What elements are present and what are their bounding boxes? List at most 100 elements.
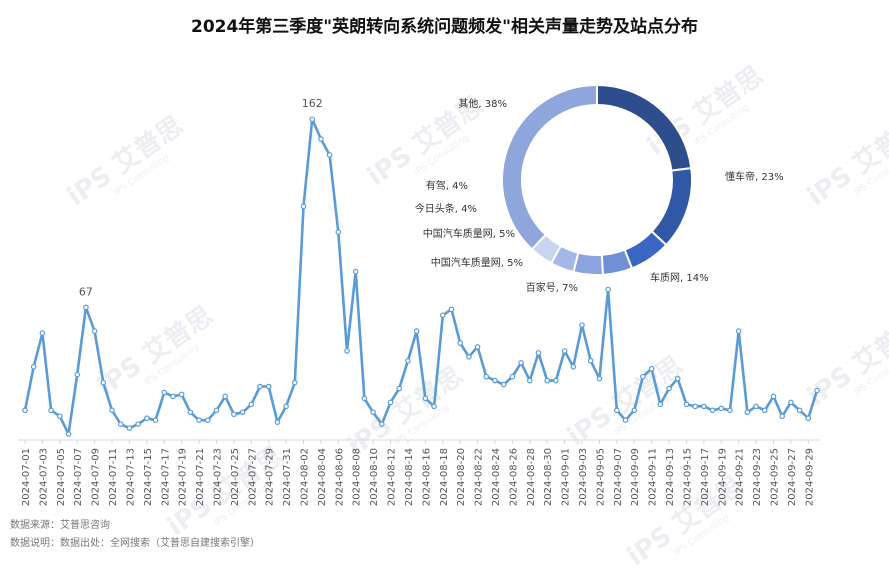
x-tick-label: 2024-09-21 bbox=[735, 448, 746, 506]
data-point bbox=[144, 415, 150, 422]
data-point bbox=[326, 152, 333, 158]
x-tick-label: 2024-07-29 bbox=[265, 448, 276, 506]
data-point bbox=[674, 375, 681, 382]
data-point bbox=[518, 359, 524, 366]
data-point bbox=[65, 431, 72, 437]
slice-label: 车质网, 14% bbox=[650, 271, 709, 284]
chart-canvas: 67 162 2024-07-01 2024-07-03 2024-07-05 2024-… bbox=[18, 83, 820, 506]
data-point bbox=[431, 403, 437, 410]
data-point bbox=[335, 229, 342, 235]
data-point bbox=[492, 377, 498, 384]
data-point bbox=[109, 407, 115, 414]
data-point bbox=[396, 385, 403, 392]
x-tick-label: 2024-08-18 bbox=[439, 448, 450, 506]
x-tick-label: 2024-09-27 bbox=[787, 448, 798, 506]
data-description-note: 数据说明：数据出处：全网搜索（艾普思自建搜索引擎） bbox=[10, 538, 260, 549]
x-tick-label: 2024-08-06 bbox=[334, 448, 345, 506]
data-point bbox=[796, 407, 803, 414]
x-tick-label: 2024-09-13 bbox=[665, 448, 676, 506]
x-tick-label: 2024-09-09 bbox=[630, 448, 641, 506]
data-point bbox=[692, 403, 698, 410]
x-tick-label: 2024-08-14 bbox=[404, 448, 415, 506]
x-tick-label: 2024-07-01 bbox=[21, 448, 32, 506]
x-tick-label: 2024-08-30 bbox=[543, 448, 554, 506]
x-tick-label: 2024-09-19 bbox=[717, 448, 728, 506]
line-chart: 67 162 2024-07-01 2024-07-03 2024-07-05 2024-… bbox=[18, 97, 820, 506]
data-point bbox=[526, 377, 533, 384]
x-tick-label: 2024-08-12 bbox=[387, 448, 398, 506]
data-point bbox=[117, 421, 124, 427]
x-tick-label: 2024-07-05 bbox=[56, 448, 67, 506]
data-point bbox=[605, 286, 611, 293]
x-tick-label: 2024-07-07 bbox=[73, 448, 84, 506]
data-point bbox=[413, 328, 420, 334]
data-point bbox=[300, 203, 307, 210]
data-point bbox=[178, 391, 185, 398]
data-point bbox=[561, 348, 568, 354]
slice-label: 中国汽车质量网, 5% bbox=[431, 256, 523, 269]
data-point bbox=[100, 379, 107, 386]
slice-label: 有驾, 4% bbox=[426, 179, 468, 192]
data-point bbox=[457, 340, 463, 346]
data-point bbox=[614, 407, 620, 414]
data-point bbox=[213, 407, 220, 414]
x-tick-label: 2024-08-16 bbox=[421, 448, 432, 506]
x-tick-label: 2024-08-04 bbox=[317, 448, 328, 506]
data-point bbox=[231, 411, 237, 418]
data-point bbox=[631, 407, 638, 414]
data-point bbox=[788, 399, 794, 406]
x-tick-label: 2024-08-26 bbox=[508, 448, 519, 506]
data-source-note: 数据来源：艾普思咨询 bbox=[10, 520, 110, 531]
data-point bbox=[640, 373, 646, 380]
x-tick-label: 2024-07-23 bbox=[212, 448, 223, 506]
data-point bbox=[587, 357, 594, 364]
data-point bbox=[666, 385, 672, 392]
data-point bbox=[344, 348, 350, 354]
x-tick-label: 2024-09-01 bbox=[561, 448, 572, 506]
data-point bbox=[466, 354, 472, 360]
data-point bbox=[135, 421, 141, 427]
x-tick-label: 2024-07-25 bbox=[230, 448, 241, 506]
data-point bbox=[239, 409, 246, 416]
data-point bbox=[735, 328, 742, 334]
data-point bbox=[439, 312, 446, 319]
data-point bbox=[292, 379, 298, 386]
data-point bbox=[579, 322, 585, 328]
slice-label: 其他, 38% bbox=[458, 97, 507, 110]
data-point bbox=[91, 328, 98, 334]
data-point bbox=[701, 403, 707, 410]
data-point bbox=[544, 377, 550, 384]
chart-title: 2024年第三季度"英朗转向系统问题频发"相关声量走势及站点分布 bbox=[190, 17, 699, 37]
data-point bbox=[265, 383, 272, 390]
data-point bbox=[83, 304, 89, 311]
x-tick-label: 2024-09-03 bbox=[578, 448, 589, 506]
data-point bbox=[48, 407, 54, 414]
data-point bbox=[222, 393, 228, 400]
slice-label: 百家号, 7% bbox=[526, 281, 578, 294]
data-point bbox=[387, 399, 394, 406]
data-label: 67 bbox=[79, 285, 93, 298]
data-point bbox=[648, 365, 655, 372]
data-point bbox=[422, 395, 429, 402]
data-point bbox=[379, 421, 385, 427]
x-tick-label: 2024-09-05 bbox=[595, 448, 606, 506]
data-point bbox=[483, 373, 490, 380]
data-point bbox=[596, 375, 603, 382]
data-point bbox=[509, 373, 516, 380]
x-tick-label: 2024-07-13 bbox=[125, 448, 136, 506]
data-point bbox=[152, 417, 159, 424]
data-point bbox=[553, 377, 559, 384]
x-tick-label: 2024-08-08 bbox=[352, 448, 363, 506]
series-line bbox=[23, 117, 819, 436]
data-point bbox=[622, 417, 629, 424]
x-tick-label: 2024-08-24 bbox=[491, 448, 502, 506]
data-point bbox=[744, 409, 751, 416]
data-point bbox=[761, 407, 768, 414]
data-point bbox=[309, 116, 316, 123]
data-point bbox=[727, 407, 733, 414]
data-point bbox=[448, 306, 455, 313]
x-tick-label: 2024-08-22 bbox=[474, 448, 485, 506]
x-tick-label: 2024-09-29 bbox=[804, 448, 815, 506]
data-point bbox=[74, 371, 81, 378]
data-point bbox=[370, 409, 376, 416]
